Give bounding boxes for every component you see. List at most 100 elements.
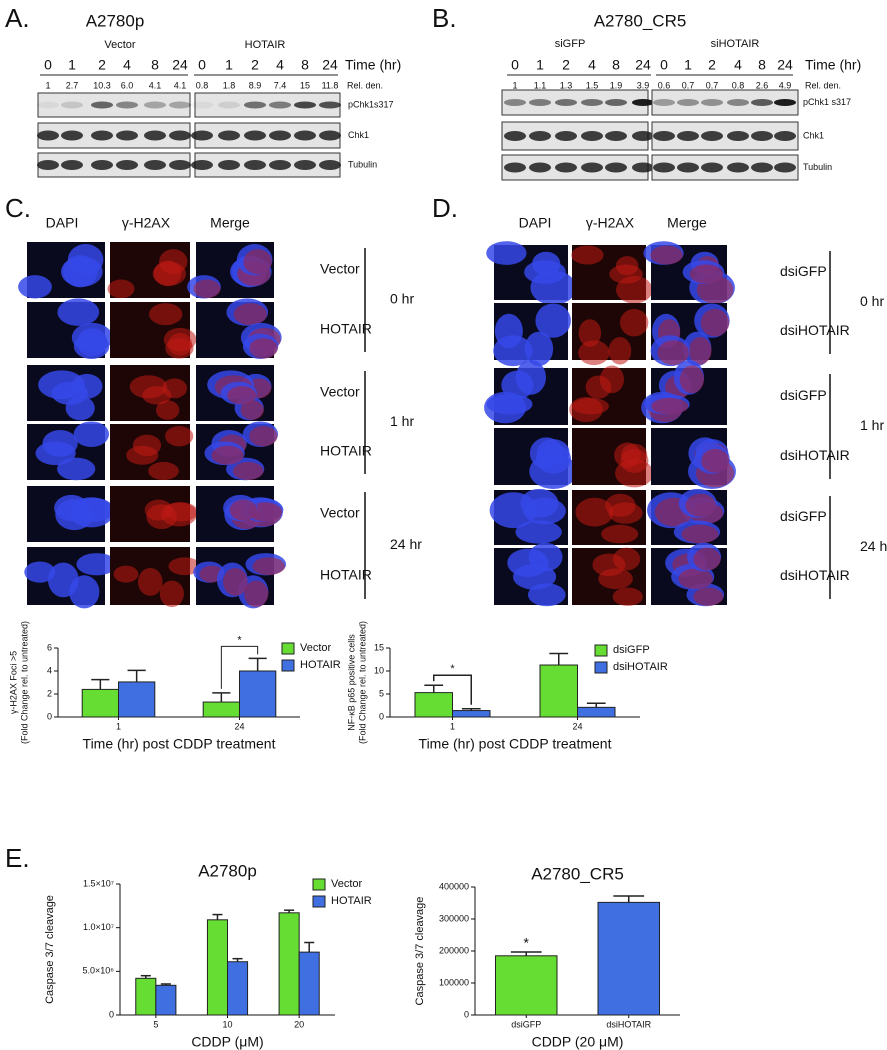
blot-band xyxy=(294,101,316,109)
blot-band xyxy=(751,162,773,173)
row-label: dsiGFP xyxy=(780,387,827,403)
rel-den: 15 xyxy=(300,80,310,90)
time-label: 24 xyxy=(322,57,338,73)
nucleus xyxy=(643,393,690,415)
time-label: 1 xyxy=(684,57,692,73)
blot-band xyxy=(116,101,138,109)
blot-band xyxy=(144,130,166,141)
blot-band xyxy=(37,160,59,170)
time-label: 2 xyxy=(708,57,716,73)
x-tick-label: 1 xyxy=(450,721,455,731)
blot-band xyxy=(61,130,83,141)
legend-label: Vector xyxy=(331,878,363,890)
rel-den: 1.8 xyxy=(223,80,236,90)
blot-band xyxy=(751,99,773,106)
blot-row-label: Tubulin xyxy=(803,162,832,172)
y-tick-label: 1.5×10⁷ xyxy=(83,878,114,888)
blot-row-label: Chk1 xyxy=(348,130,369,140)
foci-stain xyxy=(575,497,614,527)
blot-band xyxy=(191,130,213,141)
panel-label: D. xyxy=(432,193,458,223)
foci-stain xyxy=(211,445,244,465)
y-tick-label: 10 xyxy=(374,665,384,675)
nucleus xyxy=(51,381,88,405)
y-axis-label: (Fold Change rel. to untreated) xyxy=(357,621,367,744)
foci-stain xyxy=(229,499,258,521)
rel-den: 0.7 xyxy=(706,80,719,90)
time-label: 0 xyxy=(660,57,668,73)
rel-den: 4.9 xyxy=(779,80,792,90)
foci-stain xyxy=(243,249,272,275)
time-label: 8 xyxy=(151,57,159,73)
time-label: 24 xyxy=(172,57,188,73)
time-label: 2 xyxy=(562,57,570,73)
foci-stain xyxy=(244,580,269,608)
blot-row-label: pChk1s317 xyxy=(348,99,394,109)
row-label: Vector xyxy=(320,505,360,521)
foci-stain xyxy=(159,249,188,275)
y-tick-label: 2 xyxy=(47,688,52,698)
blot-band xyxy=(169,101,191,109)
foci-stain xyxy=(149,303,183,326)
blot-band xyxy=(677,162,699,173)
blot-band xyxy=(653,162,675,173)
foci-stain xyxy=(609,264,643,284)
significance: * xyxy=(450,663,455,675)
legend-swatch xyxy=(594,661,608,674)
time-label: 1 hr xyxy=(390,413,414,429)
blot-band xyxy=(244,160,266,170)
blot-band xyxy=(504,162,526,173)
time-label: 4 xyxy=(588,57,596,73)
foci-stain xyxy=(233,303,267,326)
time-label: 24 xyxy=(777,57,793,73)
time-label: 8 xyxy=(758,57,766,73)
blot-band xyxy=(605,99,627,106)
nucleus xyxy=(18,275,52,299)
blot-frame xyxy=(194,122,341,149)
legend-label: dsiGFP xyxy=(613,644,650,656)
blot-band xyxy=(116,160,138,170)
blot-frame xyxy=(651,89,799,116)
y-tick-label: 5 xyxy=(379,688,384,698)
blot-band xyxy=(555,99,577,106)
row-label: dsiGFP xyxy=(780,263,827,279)
time-axis-label: Time (hr) xyxy=(345,57,401,73)
blot-frame xyxy=(37,152,191,178)
foci-stain xyxy=(113,565,139,583)
nucleus xyxy=(535,303,571,338)
rel-den: 0.7 xyxy=(682,80,695,90)
nucleus xyxy=(47,562,79,598)
nucleus xyxy=(486,241,527,265)
nucleus xyxy=(683,331,712,367)
rel-den: 1 xyxy=(45,80,50,90)
nucleus xyxy=(678,488,717,518)
foci-stain xyxy=(232,461,264,481)
x-tick-label: 20 xyxy=(294,1019,304,1029)
blot-band xyxy=(751,131,773,141)
row-label: dsiGFP xyxy=(780,508,827,524)
column-header: γ-H2AX xyxy=(122,215,171,231)
blot-band xyxy=(605,162,627,173)
nucleus xyxy=(643,241,684,265)
blot-band xyxy=(677,131,699,141)
nucleus xyxy=(673,520,721,544)
rel-den: 0.8 xyxy=(732,80,745,90)
foci-stain xyxy=(620,448,649,473)
bar xyxy=(118,681,156,718)
column-header: Merge xyxy=(667,215,707,231)
rel-den: 4.1 xyxy=(174,80,187,90)
rel-den: 8.9 xyxy=(249,80,262,90)
y-axis-label: (Fold Change rel. to untreated) xyxy=(19,621,29,744)
column-header: DAPI xyxy=(519,215,552,231)
time-label: 24 hr xyxy=(390,536,422,552)
foci-stain xyxy=(685,493,716,517)
x-tick-label: 10 xyxy=(222,1019,232,1029)
rel-den-label: Rel. den. xyxy=(805,80,841,90)
rel-den: 1.9 xyxy=(610,80,623,90)
rel-den: 2.6 xyxy=(756,80,769,90)
foci-stain xyxy=(249,338,278,359)
nucleus xyxy=(524,331,554,367)
foci-stain xyxy=(223,568,248,596)
row-label: Vector xyxy=(320,261,360,277)
foci-stain xyxy=(142,386,172,405)
